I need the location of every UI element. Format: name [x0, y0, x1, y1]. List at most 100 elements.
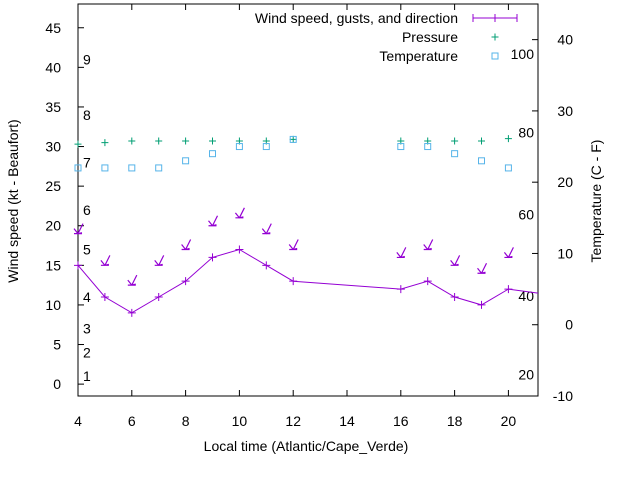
- wind-speed-point: [181, 277, 190, 286]
- y2-tick-label: 30: [557, 103, 573, 119]
- temperature-point: [74, 164, 82, 172]
- temperature-point: [451, 150, 459, 158]
- wind-speed-point: [396, 285, 405, 294]
- pressure-point: [478, 137, 486, 145]
- y-axis-label: Wind speed (kt - Beaufort): [5, 119, 21, 282]
- y-tick-label: 5: [53, 337, 61, 353]
- wind-speed-point: [74, 261, 82, 270]
- wind-speed-point: [127, 308, 136, 317]
- plot-frame-group: [77, 3, 539, 397]
- beaufort-label: 3: [83, 321, 91, 337]
- wind-gust-arrow: [208, 215, 219, 227]
- temperature-point: [424, 143, 432, 151]
- pressure-point: [451, 137, 459, 145]
- beaufort-label: 9: [83, 51, 91, 67]
- wind-gust-arrow: [423, 239, 434, 251]
- wind-gust-arrow: [154, 255, 165, 267]
- temperature-point: [101, 164, 109, 172]
- y-tick-label: 15: [45, 257, 61, 273]
- temperature-point: [478, 157, 486, 165]
- pressure-point: [128, 137, 136, 145]
- legend-label-pressure: Pressure: [402, 29, 458, 45]
- legend: Wind speed, gusts, and direction Pressur…: [255, 10, 518, 64]
- plot-border: [77, 3, 539, 397]
- fahrenheit-label: 60: [518, 206, 534, 222]
- x-tick-label: 8: [182, 413, 190, 429]
- pressure-point: [155, 137, 163, 145]
- pressure-point: [182, 137, 190, 145]
- wind-gust-arrow: [288, 239, 299, 251]
- temperature-point: [155, 164, 163, 172]
- temperature-point: [262, 143, 270, 151]
- beaufort-label: 6: [83, 202, 91, 218]
- wind-gust-arrow: [261, 223, 272, 235]
- temperature-point: [209, 150, 217, 158]
- x-tick-label: 4: [74, 413, 82, 429]
- temperature-point: [235, 143, 243, 151]
- wind-speed-point: [450, 293, 459, 302]
- temperature-point: [289, 135, 297, 143]
- beaufort-label: 8: [83, 107, 91, 123]
- wind-speed-point: [154, 293, 163, 302]
- wind-gust-arrow: [181, 239, 192, 251]
- wind-gust-arrow: [100, 255, 111, 267]
- y2-tick-label: 40: [557, 32, 573, 48]
- axis-ticks-group: 4 6 8 10 12 14 16 18 20051015202530354045-100102…: [45, 4, 573, 429]
- wind-speed-point: [100, 293, 109, 302]
- wind-gust-arrow: [503, 247, 514, 259]
- pressure-point: [209, 137, 217, 145]
- wind-speed-point: [477, 300, 486, 309]
- wind-gust-arrow: [73, 223, 84, 235]
- wind-speed-point: [504, 285, 513, 294]
- beaufort-label: 2: [83, 344, 91, 360]
- x-tick-label: 14: [339, 413, 355, 429]
- wind-speed-line: [77, 248, 539, 314]
- temperature-point: [397, 143, 405, 151]
- y2-tick-label: 0: [565, 317, 573, 333]
- temperature-point: [128, 164, 136, 172]
- y-tick-label: 10: [45, 297, 61, 313]
- y-tick-label: 20: [45, 218, 61, 234]
- beaufort-label: 5: [83, 241, 91, 257]
- legend-label-temperature: Temperature: [379, 48, 458, 64]
- pressure-point: [504, 135, 512, 143]
- y-tick-label: 0: [53, 376, 61, 392]
- beaufort-label: 4: [83, 289, 91, 305]
- y-tick-label: 35: [45, 99, 61, 115]
- wind-speed-point: [235, 245, 244, 254]
- wind-gust-arrow: [477, 262, 488, 274]
- legend-sample-wind-ticks: [472, 14, 518, 22]
- x-tick-label: 18: [447, 413, 463, 429]
- y-tick-label: 40: [45, 59, 61, 75]
- pressure-point: [74, 140, 82, 148]
- fahrenheit-label: 100: [511, 46, 535, 62]
- wind-gust-arrow: [127, 274, 138, 286]
- x-tick-label: 10: [232, 413, 248, 429]
- wind-gust-arrow: [234, 207, 245, 219]
- wind-speed-point: [262, 261, 271, 270]
- y2-tick-label: 10: [557, 245, 573, 261]
- beaufort-label: 7: [83, 154, 91, 170]
- pressure-point: [101, 139, 109, 147]
- fahrenheit-label: 20: [518, 367, 534, 383]
- legend-label-wind: Wind speed, gusts, and direction: [255, 10, 458, 26]
- beaufort-label: 1: [83, 368, 91, 384]
- series-group: [73, 135, 539, 317]
- x-tick-label: 6: [128, 413, 136, 429]
- legend-samples: [472, 14, 518, 60]
- wind-speed-point: [289, 277, 298, 286]
- wind-speed-point: [208, 253, 217, 262]
- temperature-point: [182, 157, 190, 165]
- y2-tick-label: -10: [553, 388, 573, 404]
- wind-speed-point: [423, 277, 432, 286]
- x-tick-label: 12: [285, 413, 301, 429]
- y2-axis-label: Temperature (C - F): [588, 140, 604, 263]
- wind-gust-arrow: [450, 255, 461, 267]
- pressure-point: [289, 135, 297, 143]
- fahrenheit-label: 80: [518, 124, 534, 140]
- x-tick-label: 20: [501, 413, 517, 429]
- legend-sample-pressure: [491, 33, 499, 41]
- y-tick-label: 30: [45, 139, 61, 155]
